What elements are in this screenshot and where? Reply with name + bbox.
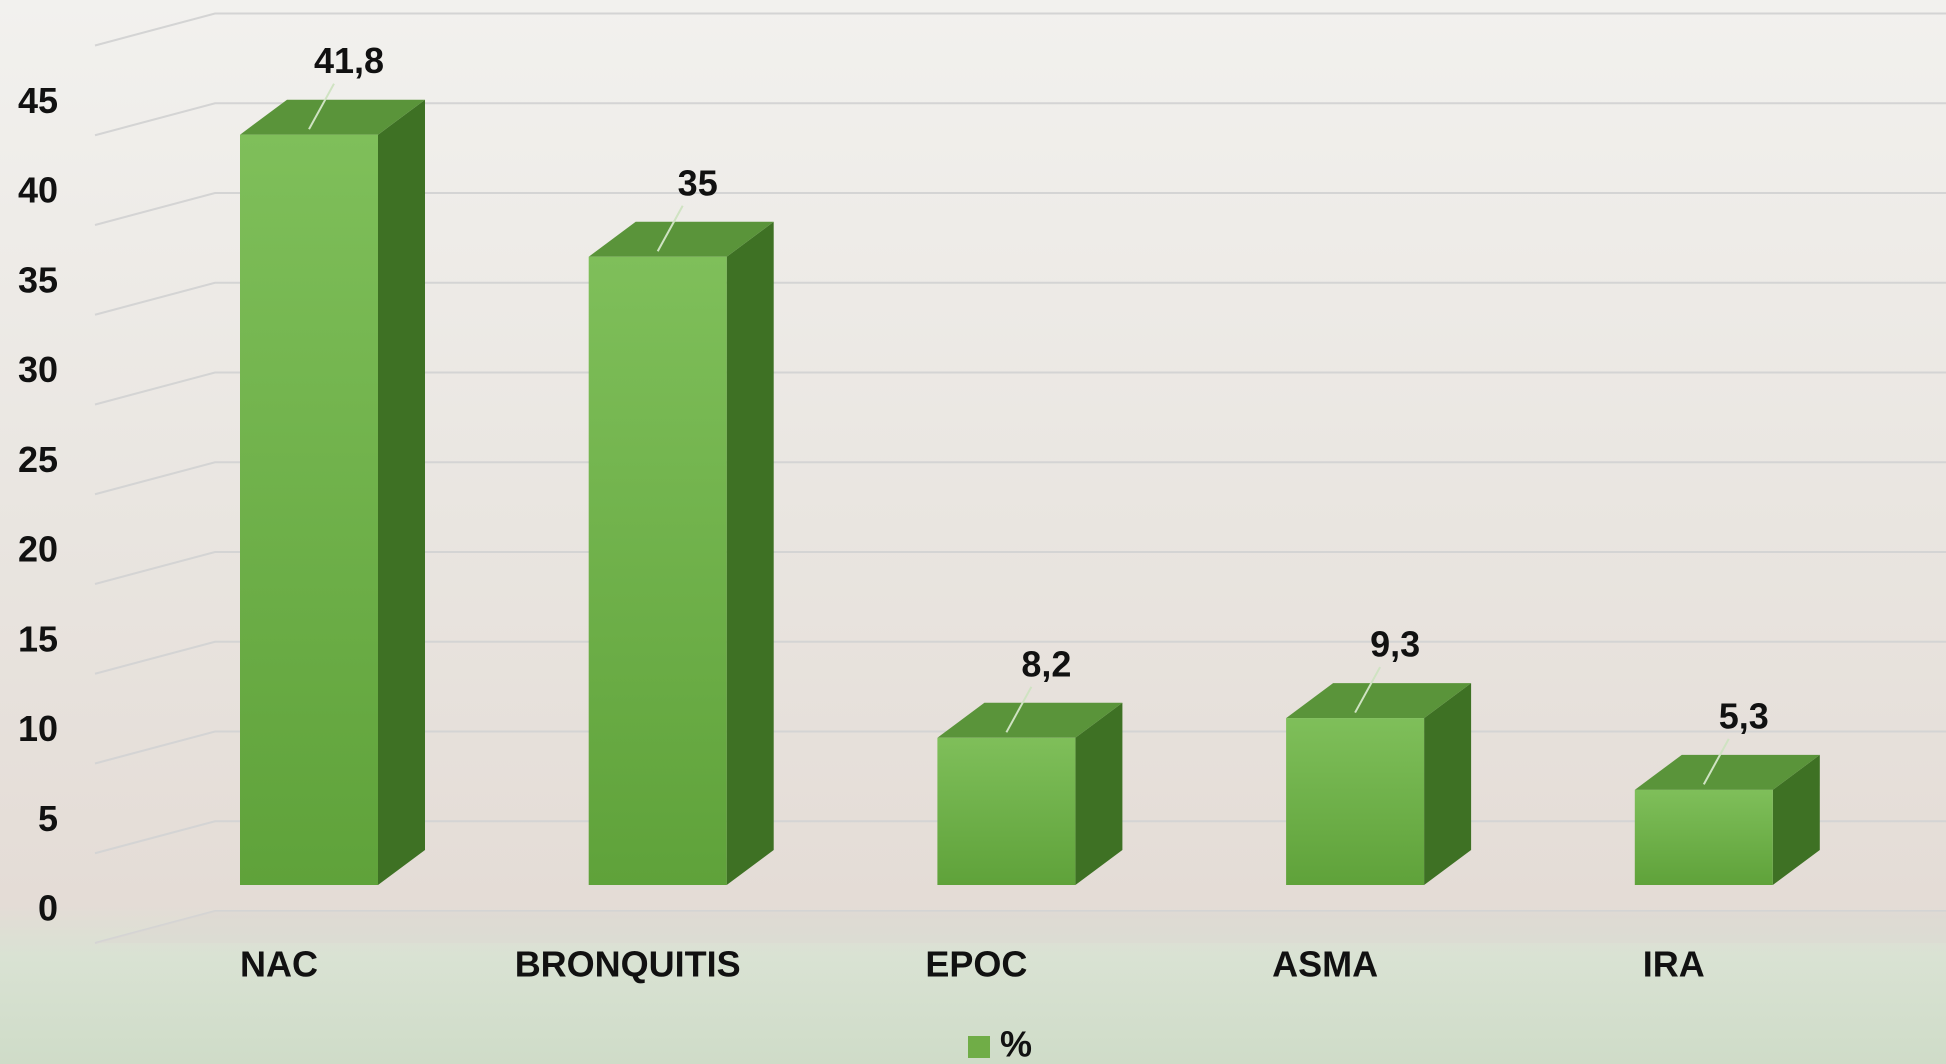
value-label: 8,2 bbox=[1021, 643, 1071, 684]
y-tick-label: 20 bbox=[18, 529, 58, 570]
bar bbox=[589, 257, 727, 885]
y-tick-label: 25 bbox=[18, 439, 58, 480]
x-tick-label: IRA bbox=[1643, 944, 1705, 985]
y-tick-label: 5 bbox=[38, 798, 58, 839]
y-tick-label: 40 bbox=[18, 170, 58, 211]
x-tick-label: NAC bbox=[240, 944, 318, 985]
floor bbox=[95, 911, 1946, 943]
value-label: 41,8 bbox=[314, 40, 384, 81]
value-label: 9,3 bbox=[1370, 624, 1420, 665]
y-tick-label: 10 bbox=[18, 708, 58, 749]
x-tick-label: ASMA bbox=[1272, 944, 1378, 985]
page: 0 5 10 15 20 25 30 35 40 45 41,8 NAC 35 BRONQUITIS 8,2… bbox=[0, 0, 1946, 1064]
bar bbox=[937, 738, 1075, 885]
bar-side bbox=[378, 100, 425, 885]
y-tick-label: 45 bbox=[18, 80, 58, 121]
bar bbox=[1286, 718, 1424, 885]
y-tick-label: 30 bbox=[18, 349, 58, 390]
y-tick-label: 15 bbox=[18, 618, 58, 659]
value-label: 5,3 bbox=[1719, 695, 1769, 736]
bar bbox=[1635, 790, 1773, 885]
x-tick-label: BRONQUITIS bbox=[515, 944, 741, 985]
bar-side bbox=[727, 222, 774, 885]
x-tick-label: EPOC bbox=[925, 944, 1027, 985]
value-label: 35 bbox=[678, 162, 718, 203]
y-tick-label: 0 bbox=[38, 888, 58, 929]
chart: 0 5 10 15 20 25 30 35 40 45 41,8 NAC 35 BRONQUITIS 8,2… bbox=[0, 0, 1946, 1064]
y-tick-label: 35 bbox=[18, 259, 58, 300]
bar bbox=[240, 135, 378, 885]
legend-swatch bbox=[968, 1036, 990, 1058]
bar-side bbox=[1424, 683, 1471, 885]
legend-label: % bbox=[1000, 1024, 1032, 1064]
